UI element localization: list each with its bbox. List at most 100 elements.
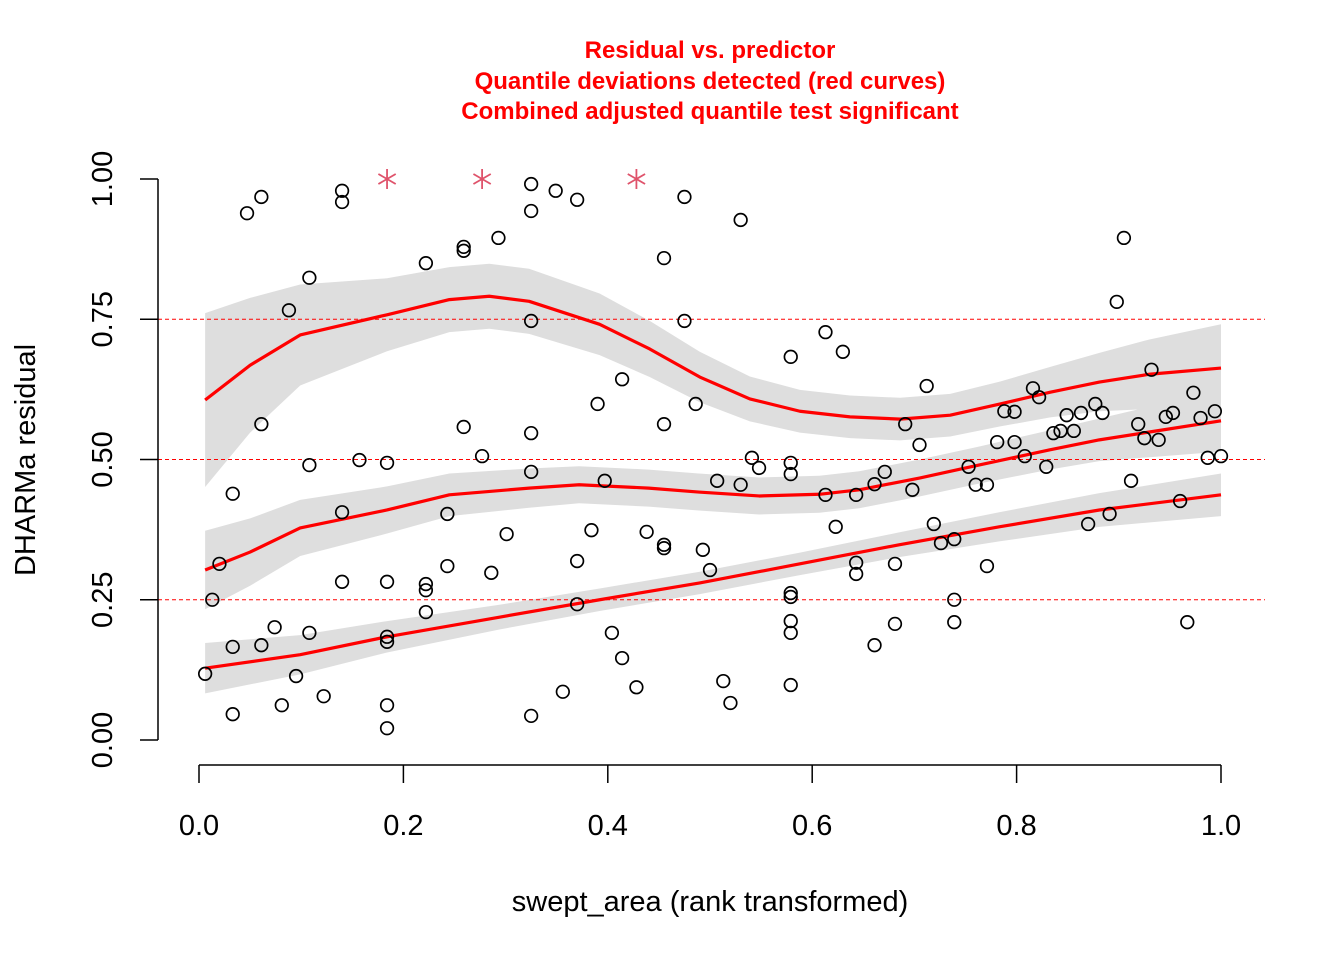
data-point bbox=[1109, 294, 1124, 310]
data-point bbox=[225, 707, 240, 722]
x-tick-label: 0.2 bbox=[383, 810, 423, 842]
data-point bbox=[1207, 404, 1223, 419]
outlier-star bbox=[627, 169, 646, 189]
data-point bbox=[569, 192, 585, 207]
data-point bbox=[239, 206, 255, 221]
data-point bbox=[887, 616, 903, 632]
data-point bbox=[1095, 405, 1110, 421]
data-point bbox=[933, 535, 949, 551]
data-point bbox=[379, 574, 395, 589]
data-point bbox=[867, 477, 882, 492]
data-point bbox=[418, 576, 434, 592]
data-point bbox=[695, 542, 710, 557]
data-point bbox=[379, 721, 395, 736]
data-point bbox=[877, 464, 892, 479]
data-point bbox=[484, 565, 499, 580]
data-point bbox=[1151, 432, 1166, 448]
data-point bbox=[302, 457, 317, 473]
data-point bbox=[614, 372, 630, 387]
x-tick-label: 0.4 bbox=[588, 810, 628, 842]
data-point bbox=[783, 349, 798, 364]
x-tick-label: 0.6 bbox=[792, 810, 832, 842]
data-point bbox=[524, 425, 539, 441]
data-point bbox=[334, 183, 350, 198]
y-tick-label: 0.00 bbox=[87, 712, 119, 768]
data-point bbox=[1165, 405, 1181, 421]
data-point bbox=[1180, 615, 1195, 630]
data-point bbox=[997, 404, 1012, 419]
data-point bbox=[555, 684, 570, 699]
data-point bbox=[1080, 516, 1096, 532]
data-point bbox=[456, 419, 471, 435]
quantile-curves bbox=[204, 294, 1222, 670]
data-point bbox=[702, 562, 718, 578]
data-point bbox=[456, 243, 471, 258]
data-point bbox=[968, 477, 983, 492]
data-point bbox=[961, 459, 976, 474]
data-point bbox=[835, 344, 851, 359]
y-axis-label: DHARMa residual bbox=[10, 344, 42, 576]
data-point bbox=[614, 650, 630, 666]
data-point bbox=[848, 566, 864, 582]
data-point bbox=[604, 625, 620, 640]
confidence-band-q0.25 bbox=[205, 473, 1221, 694]
chart-title-line-1: Residual vs. predictor bbox=[585, 37, 836, 64]
data-point bbox=[205, 592, 220, 607]
data-point bbox=[316, 689, 331, 704]
data-point bbox=[302, 270, 317, 285]
data-point bbox=[1186, 385, 1201, 400]
data-point bbox=[947, 532, 962, 547]
data-point bbox=[1046, 425, 1061, 441]
data-point bbox=[569, 553, 585, 569]
data-point bbox=[656, 417, 672, 432]
data-point bbox=[783, 613, 798, 629]
outlier-star bbox=[377, 169, 397, 189]
data-point bbox=[379, 629, 395, 644]
data-point bbox=[1059, 408, 1074, 423]
x-tick-label: 1.0 bbox=[1201, 810, 1241, 842]
data-point bbox=[629, 680, 644, 695]
data-point bbox=[723, 695, 738, 711]
data-point bbox=[379, 455, 395, 471]
y-tick-label: 0.75 bbox=[87, 291, 119, 347]
data-point bbox=[751, 460, 767, 476]
data-point bbox=[334, 194, 350, 210]
data-point bbox=[418, 583, 434, 598]
data-point bbox=[590, 396, 605, 412]
data-point bbox=[225, 486, 240, 501]
data-point bbox=[379, 698, 395, 713]
data-point bbox=[979, 558, 995, 574]
data-point bbox=[334, 574, 350, 589]
data-point bbox=[254, 189, 269, 205]
data-point bbox=[990, 434, 1005, 450]
data-point bbox=[524, 313, 539, 329]
data-point bbox=[947, 615, 962, 630]
residual-points bbox=[197, 176, 1229, 736]
data-point bbox=[281, 303, 297, 318]
data-point bbox=[783, 466, 798, 482]
data-point bbox=[783, 625, 798, 640]
data-point bbox=[569, 597, 585, 612]
data-point bbox=[887, 556, 903, 571]
chart-title-line-2: Quantile deviations detected (red curves… bbox=[475, 68, 946, 95]
data-point bbox=[1039, 459, 1054, 474]
data-point bbox=[584, 523, 599, 538]
y-tick-label: 0.25 bbox=[87, 572, 119, 628]
data-point bbox=[524, 464, 539, 479]
quantile-curve-q0.5 bbox=[204, 419, 1222, 572]
data-point bbox=[499, 526, 514, 542]
data-point bbox=[867, 638, 882, 653]
data-point bbox=[656, 540, 672, 556]
y-tick-label: 1.00 bbox=[87, 151, 119, 207]
axes: 0.0 0.2 0.4 0.6 0.8 1.0 0.00 0.25 0.50 0.75 1.00 bbox=[87, 151, 1241, 842]
chart-title-line-3: Combined adjusted quantile test signific… bbox=[461, 98, 958, 125]
data-point bbox=[1123, 473, 1139, 488]
data-point bbox=[254, 417, 269, 432]
data-point bbox=[656, 250, 672, 266]
data-point bbox=[440, 558, 455, 574]
data-point bbox=[418, 256, 434, 271]
data-point bbox=[1144, 362, 1159, 377]
y-tick-label: 0.50 bbox=[87, 431, 119, 487]
data-point bbox=[1017, 448, 1032, 464]
quantile-curve-q0.75 bbox=[204, 294, 1222, 421]
